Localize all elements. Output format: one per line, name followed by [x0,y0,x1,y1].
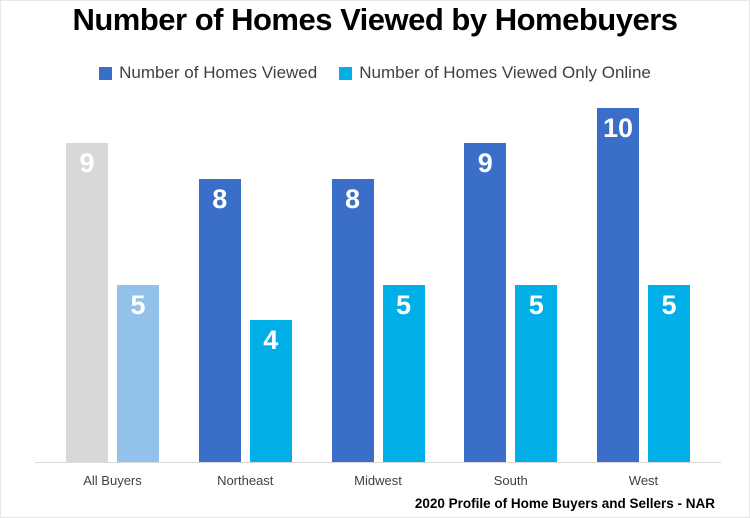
category-label-northeast: Northeast [217,473,274,488]
category-label-west: West [628,473,659,488]
bar-value-label: 8 [344,184,361,214]
category-label-south: South [493,473,528,488]
legend-label: Number of Homes Viewed [119,63,318,82]
legend-item-number-of-homes-viewed-only-online: Number of Homes Viewed Only Online [339,63,651,83]
bar-value-label: 9 [477,148,493,178]
legend-swatch-number-of-homes-viewed-only-online [339,66,353,80]
bar-value-label: 5 [130,290,146,320]
plot-area: 9 5 8 4 8 5 9 5 10 5 All Buyers Northeast Midwest So… [35,89,721,488]
bar-group-west: 10 5 [597,108,690,462]
bar-value-label: 5 [395,290,412,320]
bar-number-of-homes-viewed-all-buyers: 9 [66,143,108,462]
bar-number-of-homes-viewed-northeast: 8 [198,179,241,462]
bar-number-of-homes-viewed-only-online-south: 5 [515,285,558,462]
bar-value-label: 5 [661,290,677,320]
bar-number-of-homes-viewed-midwest: 8 [331,179,374,462]
bar-number-of-homes-viewed-only-online-midwest: 5 [382,285,425,462]
bar-number-of-homes-viewed-west: 10 [597,108,639,462]
category-labels: All Buyers Northeast Midwest South West [39,473,717,488]
bar-value-label: 8 [212,184,228,214]
chart-title: Number of Homes Viewed by Homebuyers [72,2,678,37]
bar-value-label: 9 [79,148,95,178]
bar-number-of-homes-viewed-only-online-northeast: 4 [249,320,292,462]
legend: Number of Homes Viewed Number of Homes Vi… [1,63,749,83]
bar-number-of-homes-viewed-south: 9 [464,143,507,462]
legend-swatch-number-of-homes-viewed [99,66,113,80]
bar-value-label: 4 [263,325,279,355]
bar-number-of-homes-viewed-only-online-all-buyers: 5 [117,285,159,462]
bar-groups: 9 5 8 4 8 5 9 5 10 5 [39,89,717,462]
legend-label: Number of Homes Viewed Only Online [359,63,651,82]
category-label-all-buyers: All Buyers [83,473,142,488]
bar-value-label: 5 [528,290,544,320]
source-note: 2020 Profile of Home Buyers and Sellers … [414,496,715,511]
bar-value-label: 10 [602,113,634,143]
legend-item-number-of-homes-viewed: Number of Homes Viewed [99,63,317,83]
bar-number-of-homes-viewed-only-online-west: 5 [648,285,690,462]
category-label-midwest: Midwest [354,473,402,488]
x-axis-line [35,462,721,463]
